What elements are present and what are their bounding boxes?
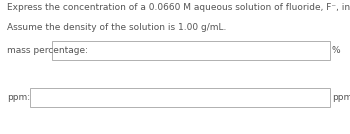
FancyBboxPatch shape (52, 41, 330, 60)
Text: mass percentage:: mass percentage: (7, 46, 88, 55)
Text: ppm: ppm (332, 93, 350, 102)
Text: Express the concentration of a 0.0660 M aqueous solution of fluoride, F⁻, in mas: Express the concentration of a 0.0660 M … (7, 3, 350, 12)
Text: %: % (332, 46, 341, 55)
Text: Assume the density of the solution is 1.00 g/mL.: Assume the density of the solution is 1.… (7, 23, 226, 32)
FancyBboxPatch shape (30, 88, 330, 107)
Text: ppm:: ppm: (7, 93, 30, 102)
